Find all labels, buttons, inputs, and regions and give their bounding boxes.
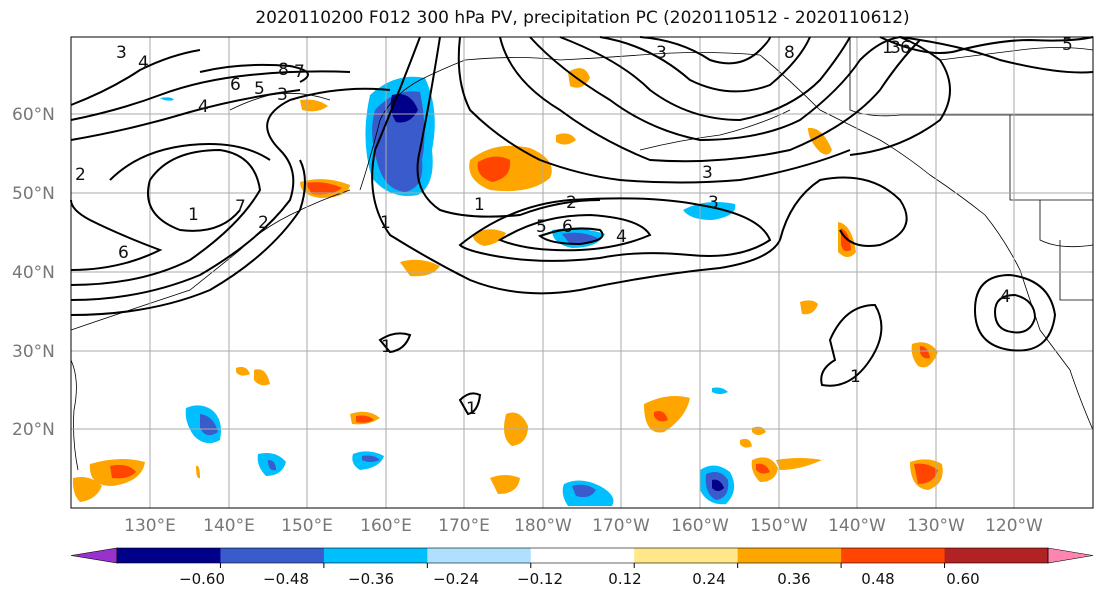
contour-label: 1	[381, 337, 392, 357]
lat-label: 60°N	[12, 105, 55, 125]
contour-label: 6	[230, 75, 241, 95]
lon-label: 160°E	[360, 516, 412, 536]
contour-label: 1	[882, 38, 893, 58]
colorbar-segment	[737, 548, 842, 563]
lon-label: 120°W	[985, 516, 1043, 536]
colorbar-segment	[117, 548, 221, 563]
colorbar-outline	[116, 547, 1049, 564]
colorbar-tick-label: −0.24	[433, 570, 479, 588]
contour-label: 1	[474, 195, 485, 215]
lat-label: 50°N	[12, 184, 55, 204]
precipitation-shading	[72, 68, 943, 506]
lon-label: 140°W	[828, 516, 886, 536]
contour-label: 3	[656, 43, 667, 63]
contour-label: 4	[616, 227, 627, 247]
colorbar-tick-label: −0.60	[179, 570, 225, 588]
colorbar-tick-label: −0.36	[348, 570, 394, 588]
contour-label: 4	[1000, 287, 1011, 307]
map-panel: 3 4 6 8 7 5 3 4 2 1 7 2 1 6 1 2 3 3 5 6 …	[70, 35, 1094, 509]
lon-label: 150°E	[281, 516, 333, 536]
colorbar-segment	[530, 548, 635, 563]
longitude-labels: 130°E 140°E 150°E 160°E 170°E 180°W 170°…	[124, 516, 1043, 536]
colorbar-tick-label: −0.48	[263, 570, 309, 588]
contour-label: 5	[1062, 35, 1073, 55]
contour-label: 7	[235, 197, 246, 217]
colorbar: −0.60 −0.48 −0.36 −0.24 −0.12 0.12 0.24 …	[70, 547, 1094, 588]
contour-label: 6	[900, 38, 911, 58]
contour-label: 6	[562, 217, 573, 237]
lon-label: 180°W	[514, 516, 572, 536]
colorbar-tick-label: 0.12	[608, 570, 641, 588]
contour-label: 2	[75, 165, 86, 185]
contour-label: 2	[566, 193, 577, 213]
lon-label: 130°E	[124, 516, 176, 536]
colorbar-segments	[70, 547, 1094, 568]
contour-label: 4	[198, 97, 209, 117]
contour-label: 2	[258, 213, 269, 233]
colorbar-segment	[944, 548, 1049, 563]
contour-label: 8	[278, 60, 289, 80]
lon-label: 160°W	[671, 516, 729, 536]
contour-label: 1	[188, 205, 199, 225]
lon-label: 130°W	[907, 516, 965, 536]
lat-label: 40°N	[12, 263, 55, 283]
colorbar-extend-min	[70, 547, 118, 564]
pv-contours	[70, 36, 1094, 416]
colorbar-segment	[323, 548, 428, 563]
contour-label: 3	[116, 43, 127, 63]
colorbar-tick-label: 0.48	[861, 570, 894, 588]
latitude-labels: 60°N 50°N 40°N 30°N 20°N	[12, 105, 55, 440]
contour-label: 3	[890, 38, 901, 58]
lon-label: 170°W	[592, 516, 650, 536]
colorbar-tick-label: 0.36	[777, 570, 810, 588]
contour-label: 5	[254, 79, 265, 99]
lon-label: 150°W	[750, 516, 808, 536]
contour-label: 1	[380, 213, 391, 233]
contour-label: 8	[784, 43, 795, 63]
contour-label: 5	[536, 217, 547, 237]
colorbar-segment	[841, 548, 946, 563]
colorbar-segment	[634, 548, 739, 563]
contour-label: 7	[294, 62, 305, 82]
contour-label: 1	[850, 367, 861, 387]
colorbar-ticks: −0.60 −0.48 −0.36 −0.24 −0.12 0.12 0.24 …	[179, 570, 980, 588]
contour-label: 1	[466, 399, 477, 419]
gridlines	[71, 37, 1093, 508]
lon-label: 140°E	[203, 516, 255, 536]
contour-label: 3	[702, 163, 713, 183]
lat-label: 20°N	[12, 420, 55, 440]
colorbar-tick-label: −0.12	[517, 570, 563, 588]
colorbar-extend-max	[1047, 547, 1094, 564]
lat-label: 30°N	[12, 342, 55, 362]
lon-label: 170°E	[438, 516, 490, 536]
colorbar-tick-label: 0.24	[692, 570, 725, 588]
map-title: 2020110200 F012 300 hPa PV, precipitatio…	[255, 8, 910, 28]
colorbar-segment	[427, 548, 532, 563]
contour-label: 3	[708, 193, 719, 213]
colorbar-segment	[220, 548, 325, 563]
contour-label: 6	[118, 243, 129, 263]
contour-labels: 3 4 6 8 7 5 3 4 2 1 7 2 1 6 1 2 3 3 5 6 …	[75, 35, 1073, 419]
contour-label: 4	[138, 53, 149, 73]
colorbar-tick-label: 0.60	[946, 570, 979, 588]
contour-label: 3	[277, 85, 288, 105]
